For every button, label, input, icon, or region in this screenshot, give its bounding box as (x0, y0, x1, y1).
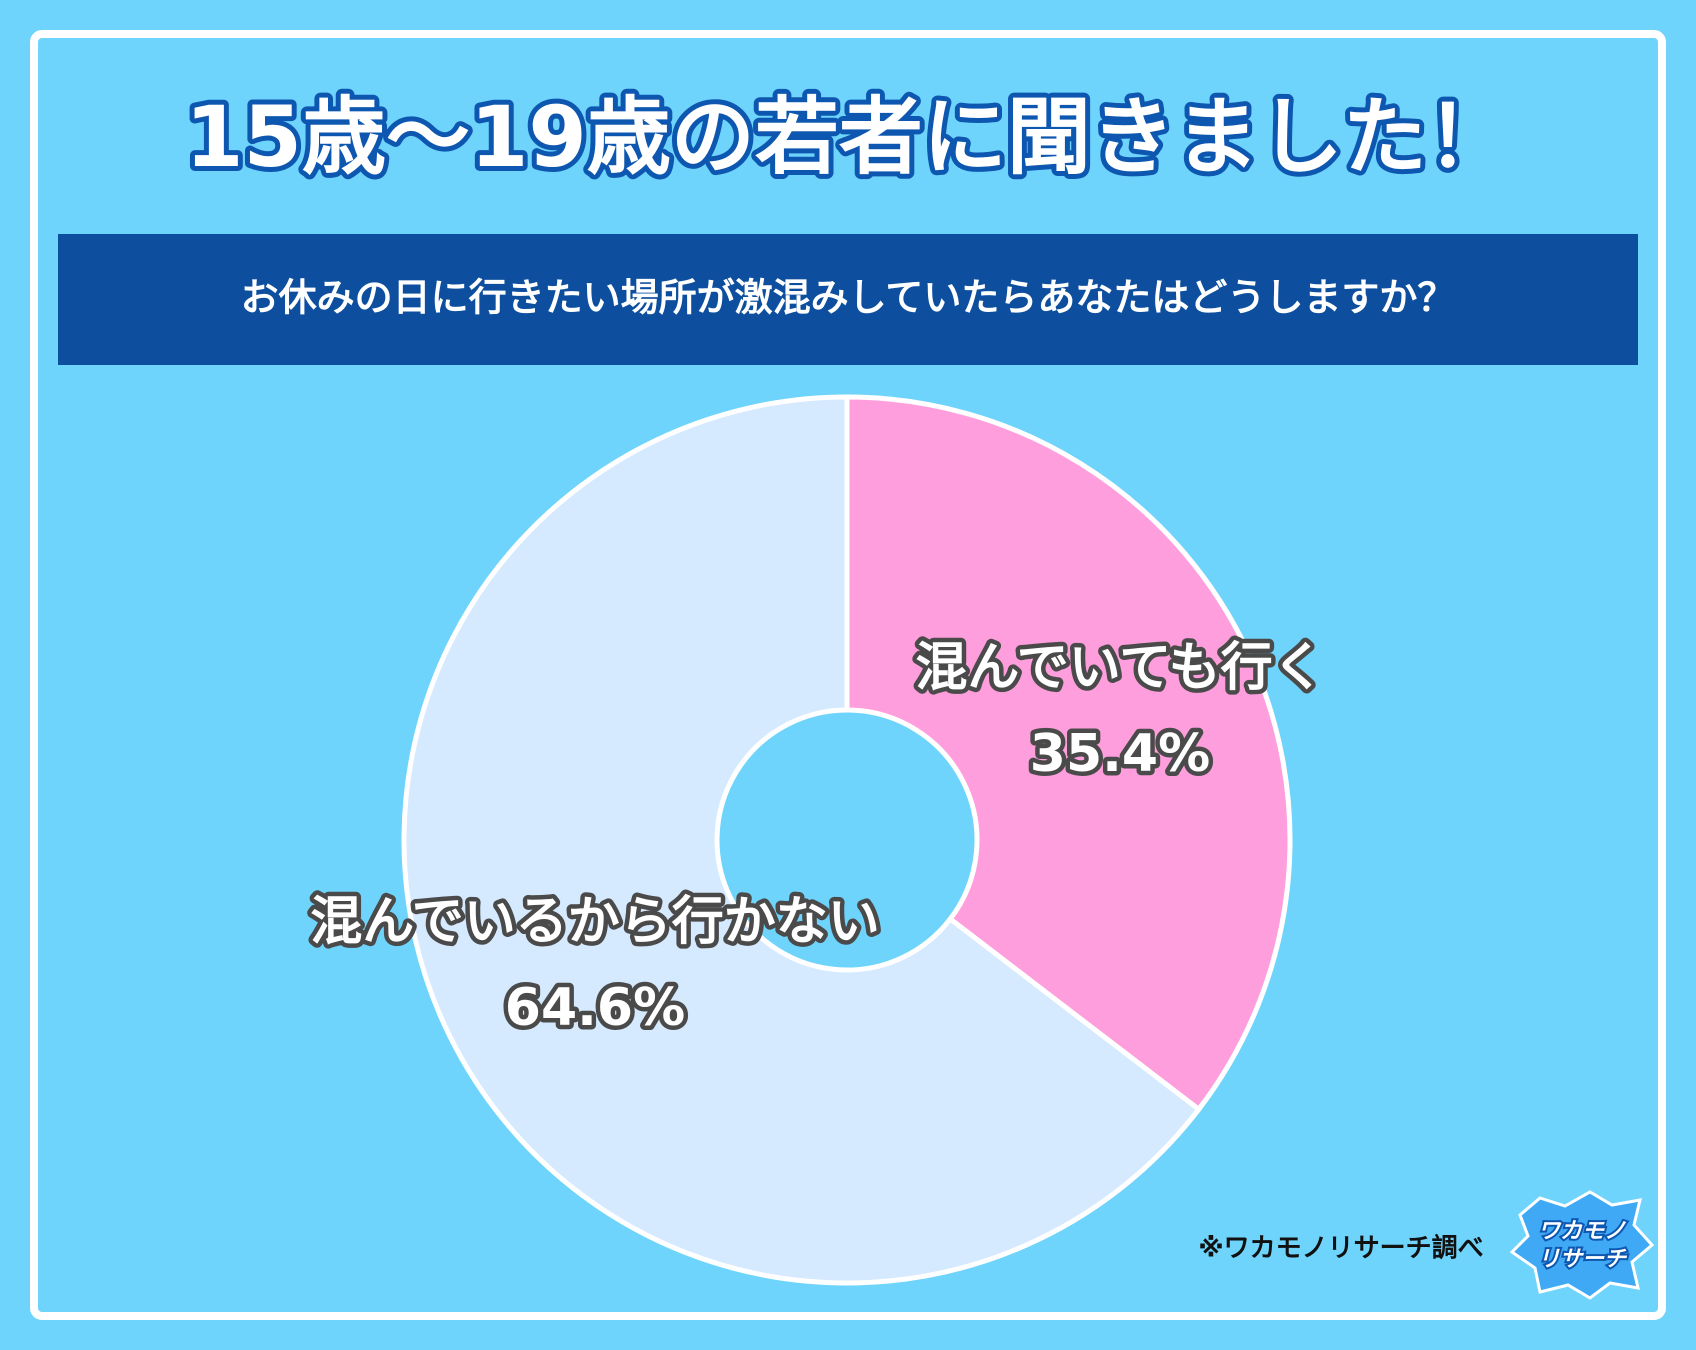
logo-badge (1509, 1190, 1655, 1300)
slice-label: 混んでいるから行かない (310, 892, 879, 952)
logo-text: リサーチ (1538, 1247, 1628, 1272)
pie-slice (844, 394, 1293, 1113)
pie: 混んでいても行く 35.4% 混んでいるから行かない 64.6% (306, 394, 1329, 1286)
chart-title: 15歳〜19歳の若者に聞きました！ (185, 88, 1511, 186)
slice-label: 混んでいても行く (915, 638, 1324, 698)
logo-text: ワカモノ (1538, 1219, 1627, 1244)
source: ※ワカモノリサーチ調べ (1198, 1233, 1483, 1264)
logo: ワカモノ リサーチ (1509, 1190, 1655, 1300)
question-banner (58, 234, 1638, 365)
value-label: 35.4% (1030, 724, 1210, 784)
subtitle: お休みの日に行きたい場所が激混みしていたらあなたはどうしますか？ (241, 276, 1456, 320)
value-label: 64.6% (505, 978, 685, 1038)
pie-slice (401, 394, 1203, 1286)
